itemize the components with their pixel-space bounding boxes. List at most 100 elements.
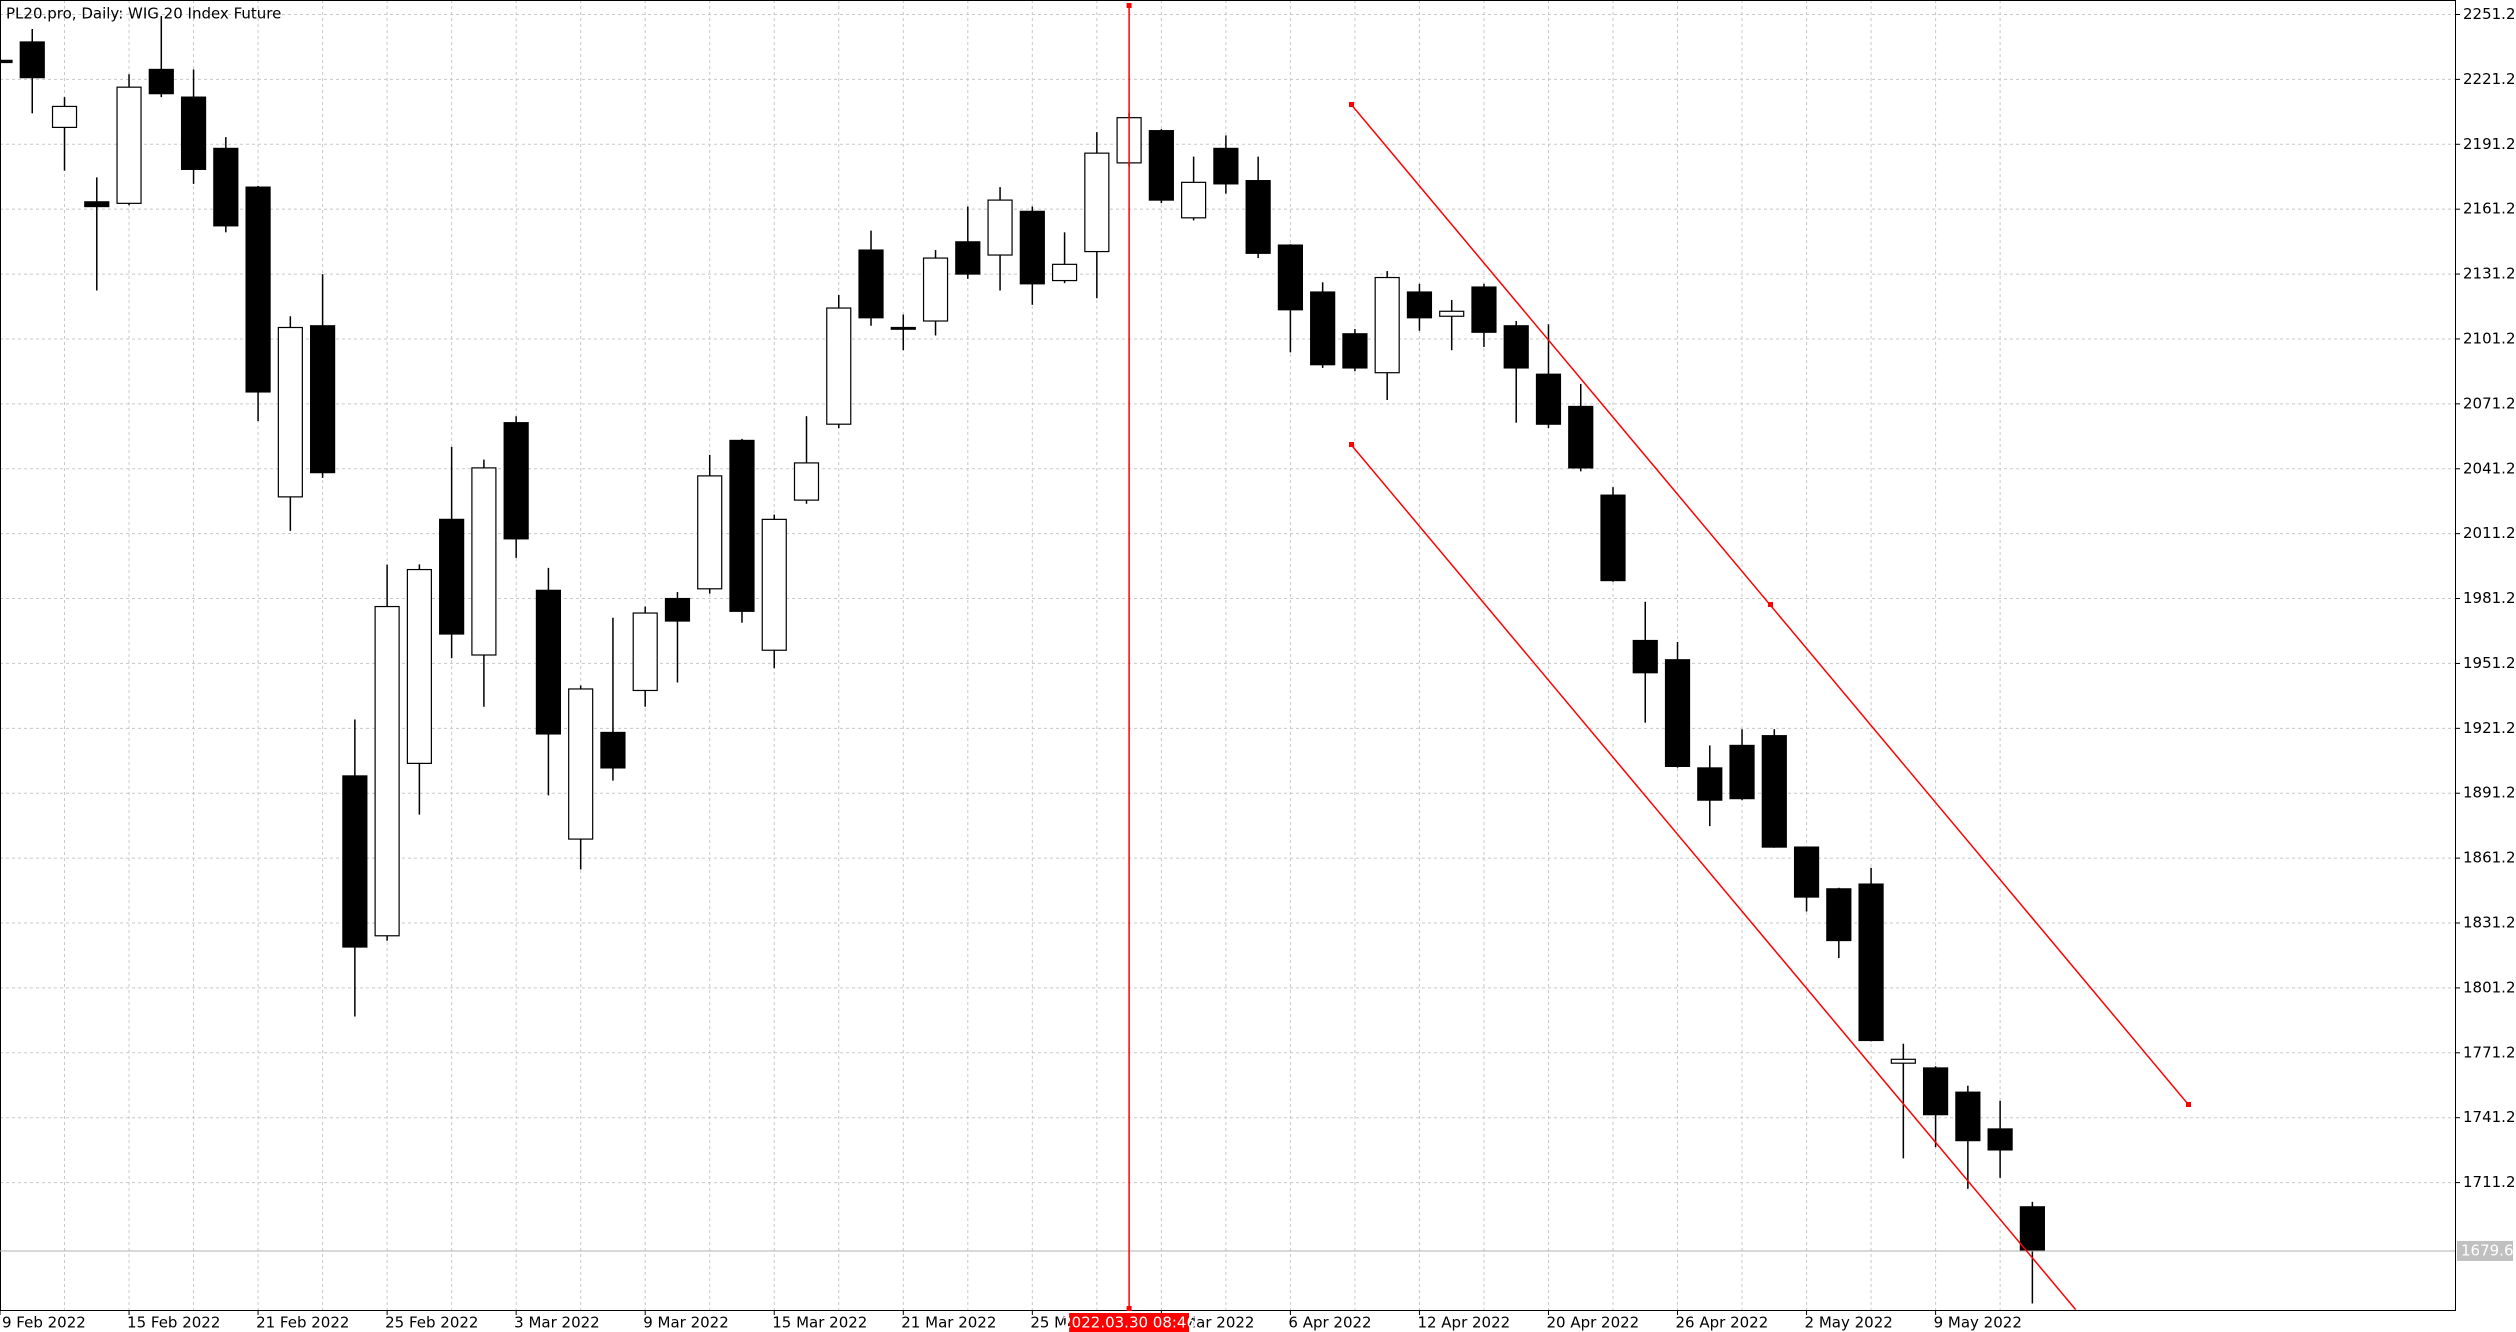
candle-body <box>1051 263 1078 282</box>
candle-body <box>664 597 691 622</box>
candle-body <box>374 605 400 937</box>
candle-body <box>1922 1067 1949 1116</box>
candle-body <box>1213 147 1239 185</box>
candle-body <box>1697 767 1723 801</box>
candle-body <box>310 325 336 474</box>
x-tick-label: 9 May 2022 <box>1934 1314 2022 1332</box>
candle-body <box>471 467 497 656</box>
candle-body <box>568 688 594 840</box>
candle-body <box>955 241 981 275</box>
chart-title: PL20.pro, Daily: WIG 20 Index Future <box>6 5 281 23</box>
y-tick-label: 2161.2 <box>2463 200 2516 218</box>
candle-body <box>793 462 820 501</box>
y-tick-label: 2011.2 <box>2463 524 2516 542</box>
candle-body <box>1729 744 1755 800</box>
channel-point <box>1768 602 1773 607</box>
x-tick-label: 9 Feb 2022 <box>2 1314 86 1332</box>
candle-body <box>697 475 723 590</box>
candle-body <box>1277 244 1304 311</box>
candle-body <box>0 59 13 64</box>
channel-point <box>2186 1102 2191 1107</box>
candle-body <box>1406 291 1433 319</box>
x-tick-label: 15 Mar 2022 <box>772 1314 867 1332</box>
y-tick-label: 1981.2 <box>2463 589 2516 607</box>
channel-lower <box>1350 444 2077 1311</box>
crosshair-box <box>1069 1313 1190 1332</box>
candle-body <box>1148 130 1174 201</box>
y-tick-label: 1891.2 <box>2463 784 2516 802</box>
x-tick-label: 26 Apr 2022 <box>1676 1314 1769 1332</box>
candle-body <box>1535 373 1562 425</box>
candle-body <box>535 589 562 735</box>
candle-body <box>826 307 852 425</box>
candle-body <box>116 86 142 204</box>
candle-body <box>1568 405 1594 469</box>
candle-body <box>1342 333 1368 369</box>
channel <box>1349 102 2191 1311</box>
candle-body <box>1826 888 1852 942</box>
x-tick-label: 12 Apr 2022 <box>1417 1314 1510 1332</box>
candle-body <box>1955 1091 1981 1142</box>
y-tick-label: 1831.2 <box>2463 914 2516 932</box>
candle-body <box>51 105 78 129</box>
candle-body <box>1664 659 1691 768</box>
candle-body <box>19 41 45 79</box>
candle-body <box>858 249 884 319</box>
candle-body <box>1503 325 1529 369</box>
x-tick-label: 2 May 2022 <box>1805 1314 1893 1332</box>
candle-body <box>1858 883 1884 1042</box>
candle-body <box>406 568 432 764</box>
y-tick-label: 1711.2 <box>2463 1173 2516 1191</box>
candle-body <box>729 439 755 612</box>
x-tick-label: 21 Mar 2022 <box>901 1314 996 1332</box>
candle-body <box>1471 286 1497 333</box>
candle-body <box>1310 291 1336 366</box>
y-tick-label: 2191.2 <box>2463 135 2516 153</box>
candle-body <box>890 326 916 330</box>
candle-body <box>987 199 1013 256</box>
y-tick-label: 1801.2 <box>2463 978 2516 996</box>
y-tick-label: 2071.2 <box>2463 394 2516 412</box>
candle-body <box>761 518 787 651</box>
y-tick-label: 2251.2 <box>2463 5 2516 23</box>
x-tick-label: 25 Feb 2022 <box>385 1314 478 1332</box>
candle-body <box>1987 1128 2013 1151</box>
y-tick-label: 2131.2 <box>2463 265 2516 283</box>
last-price-box <box>2457 1240 2513 1261</box>
candle-body <box>148 68 174 95</box>
y-tick-label: 1771.2 <box>2463 1043 2516 1061</box>
candle-body <box>503 422 529 540</box>
crosshair-label: 2022.03.30 08:46 <box>1062 1314 1196 1332</box>
candle-body <box>277 326 303 498</box>
candle-body <box>1793 846 1820 898</box>
channel-point <box>1349 102 1354 107</box>
x-tick-label: 3 Mar 2022 <box>514 1314 600 1332</box>
last-price-label: 1679.6 <box>2461 1241 2514 1259</box>
y-tick-label: 1921.2 <box>2463 719 2516 737</box>
candle-body <box>1632 639 1658 674</box>
candle-body <box>922 257 949 322</box>
y-tick-label: 2221.2 <box>2463 70 2516 88</box>
candle-body <box>213 147 239 227</box>
candle-body <box>1439 310 1465 317</box>
candle-body <box>1890 1058 1916 1064</box>
grid <box>0 0 2455 1310</box>
candle-body <box>1374 276 1400 374</box>
candle-body <box>632 612 658 692</box>
y-tick-label: 2101.2 <box>2463 329 2516 347</box>
x-tick-label: 9 Mar 2022 <box>643 1314 729 1332</box>
candle-body <box>1084 152 1110 253</box>
candle-body <box>2019 1206 2045 1252</box>
candle-body <box>1761 735 1787 848</box>
candle-body <box>245 186 271 393</box>
x-tick-label: 6 Apr 2022 <box>1288 1314 1371 1332</box>
candle-body <box>1019 210 1045 285</box>
candle-body <box>84 201 110 208</box>
candle-body <box>600 731 626 769</box>
crosshair-point <box>1126 1306 1132 1311</box>
y-tick-label: 1741.2 <box>2463 1108 2516 1126</box>
candle-body <box>1245 180 1271 254</box>
candle-body <box>342 775 368 948</box>
candle-body <box>180 96 207 170</box>
